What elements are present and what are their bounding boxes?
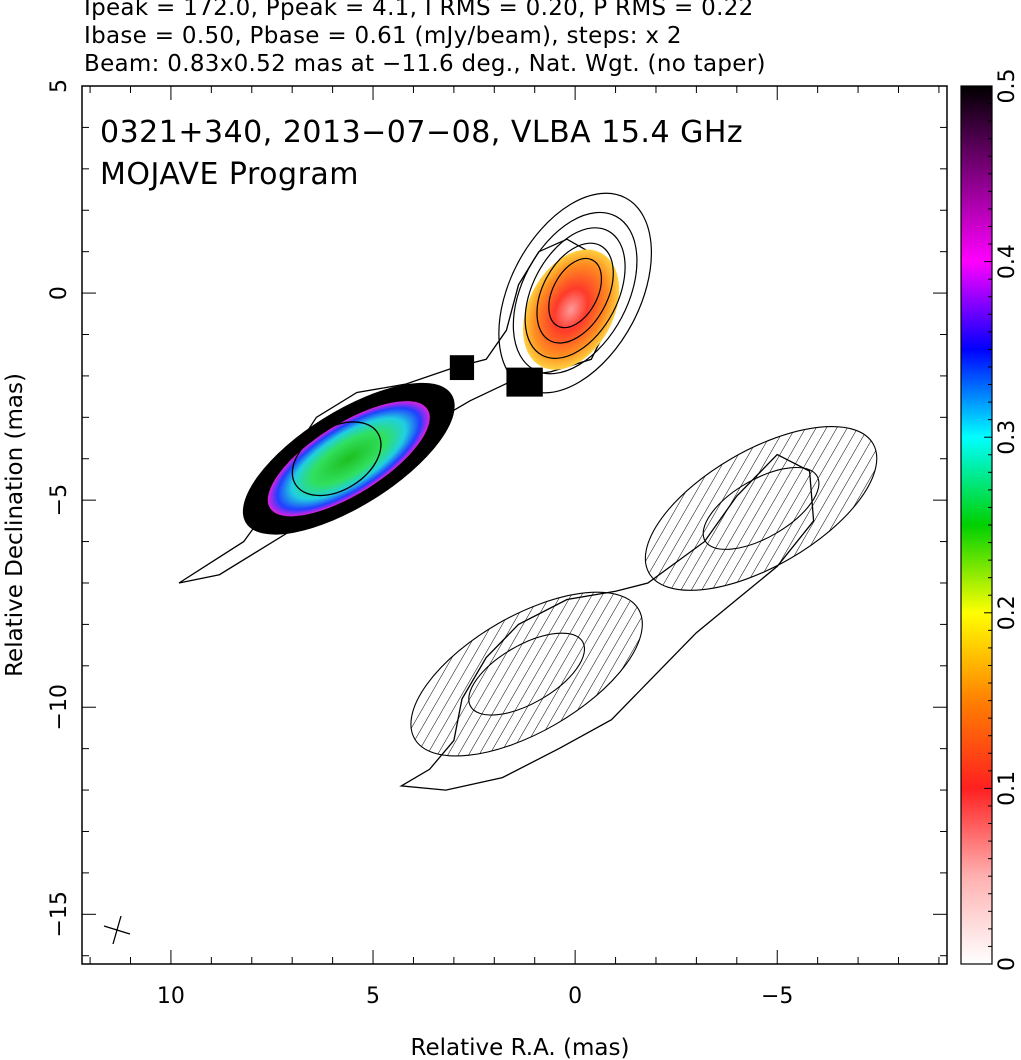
x-tick-label: 5	[366, 984, 380, 1009]
core-contour	[536, 242, 614, 344]
core-contour	[512, 211, 638, 375]
data-layer	[178, 192, 878, 791]
colorbar	[960, 85, 993, 965]
header-line-1: Ipeak = 172.0, Ppeak = 4.1, I RMS = 0.20…	[84, 0, 754, 21]
colorbar-tick-label: 0.1	[995, 771, 1020, 806]
plot-title-line-1: 0321+340, 2013−07−08, VLBA 15.4 GHz	[100, 115, 743, 150]
core-contour	[524, 227, 626, 359]
y-tick-label: −15	[47, 891, 72, 937]
plot-title-line-2: MOJAVE Program	[100, 157, 359, 192]
colorbar-tick-label: 0.5	[995, 69, 1020, 104]
y-tick-label: −5	[47, 484, 72, 516]
header-line-3: Beam: 0.83x0.52 mas at −11.6 deg., Nat. …	[84, 51, 766, 77]
counterjet-knot-contour	[468, 632, 586, 716]
y-axis-title: Relative Declination (mas)	[2, 373, 28, 677]
colorbar-tick-label: 0	[995, 957, 1020, 971]
counterjet-knot-contour	[702, 466, 820, 550]
colorbar-tick-label: 0.3	[995, 420, 1020, 455]
colorbar-tick-label: 0.4	[995, 244, 1020, 279]
axes-layer: 10 5 0 −5 5 0 −5 −10 −15	[47, 79, 947, 1009]
pol-block	[449, 355, 475, 381]
colorbar-tick-label: 0.2	[995, 595, 1020, 630]
x-axis-title: Relative R.A. (mas)	[411, 1035, 630, 1060]
y-tick-label: 0	[47, 286, 72, 300]
colorbar-ticks: 0 0.1 0.2 0.3 0.4 0.5	[984, 69, 1020, 971]
plot-frame	[81, 85, 948, 965]
y-tick-label: 5	[47, 79, 72, 93]
x-tick-label: 0	[568, 984, 582, 1009]
jet-knot-contour	[291, 421, 382, 497]
x-tick-label: 10	[157, 984, 185, 1009]
pol-core-color	[523, 249, 620, 370]
x-tick-label: −5	[761, 984, 793, 1009]
core-contour	[498, 192, 652, 394]
counterjet-knot-hatched	[644, 426, 878, 591]
y-tick-label: −10	[47, 684, 72, 730]
header-line-2: Ibase = 0.50, Pbase = 0.61 (mJy/beam), s…	[84, 23, 682, 49]
beam-marker	[103, 915, 131, 945]
pol-knot-color	[267, 401, 430, 517]
counterjet-knot-hatched	[410, 591, 643, 757]
core-contour	[548, 257, 603, 329]
